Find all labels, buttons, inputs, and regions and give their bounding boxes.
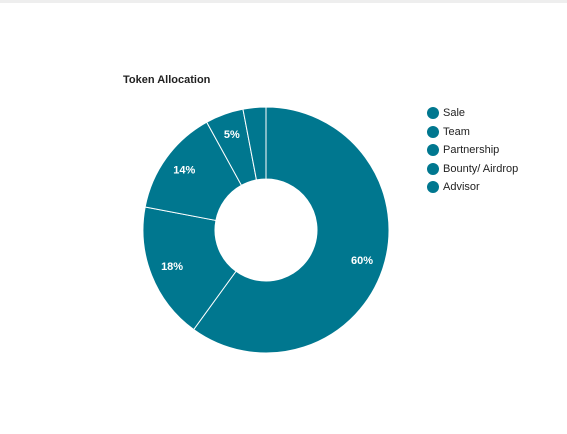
data-label-bounty-airdrop: 5% <box>224 129 240 141</box>
legend-swatch-icon <box>427 107 439 120</box>
legend-label: Bounty/ Airdrop <box>443 162 519 175</box>
chart-legend: Sale Team Partnership Bounty/ Airdrop Adviso… <box>427 104 518 197</box>
legend-swatch-icon <box>427 144 439 157</box>
legend-label: Partnership <box>443 144 500 157</box>
data-label-team: 18% <box>161 261 183 273</box>
legend-item-sale[interactable]: Sale <box>427 104 518 123</box>
slice-team[interactable] <box>142 206 237 331</box>
slice-advisor[interactable] <box>242 106 267 181</box>
top-border-strip <box>0 0 567 3</box>
slice-sale[interactable] <box>193 106 390 354</box>
legend-swatch-icon <box>427 181 439 194</box>
legend-label: Sale <box>443 107 466 120</box>
data-label-sale: 60% <box>351 255 373 267</box>
chart-title: Token Allocation <box>123 74 211 86</box>
data-label-partnership: 14% <box>173 165 195 177</box>
legend-label: Advisor <box>443 181 480 194</box>
legend-item-team[interactable]: Team <box>427 123 518 142</box>
legend-item-advisor[interactable]: Advisor <box>427 178 518 197</box>
legend-item-partnership[interactable]: Partnership <box>427 141 518 160</box>
legend-label: Team <box>443 125 470 138</box>
legend-swatch-icon <box>427 162 439 175</box>
legend-item-bounty-airdrop[interactable]: Bounty/ Airdrop <box>427 160 518 179</box>
legend-swatch-icon <box>427 125 439 138</box>
